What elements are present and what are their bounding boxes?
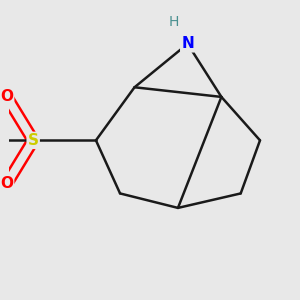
- Text: N: N: [181, 36, 194, 51]
- Text: O: O: [0, 176, 13, 191]
- Text: H: H: [169, 15, 179, 29]
- Text: S: S: [28, 133, 39, 148]
- Text: O: O: [0, 89, 13, 104]
